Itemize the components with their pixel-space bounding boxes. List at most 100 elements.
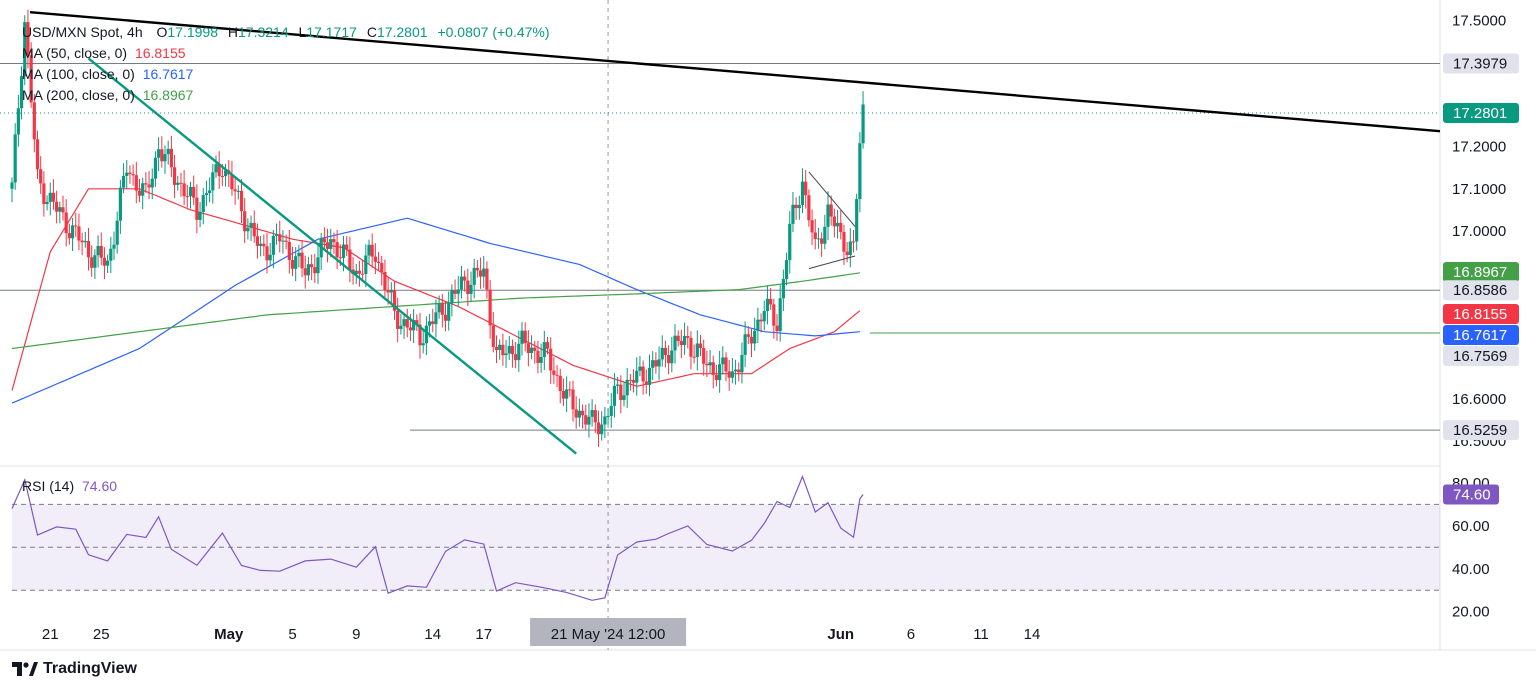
candle-body [335,242,339,258]
legend-row-ma200[interactable]: MA (200, close, 0) 16.8967 [22,85,193,105]
candle-body [32,102,36,140]
legend-row-symbol: USD/MXN Spot, 4h O17.1998 H17.3214 L17.1… [22,22,550,42]
time-axis[interactable]: 2125May59141726Jun6111421 May '24 12:00 [42,618,1040,646]
price-label-box-hline [1443,420,1519,441]
ma200-value: 16.8967 [142,87,194,103]
candle-body [593,410,597,423]
candle-body [657,359,661,367]
candle-body [294,256,298,269]
candle-body [590,410,594,417]
candle-body [42,183,46,204]
candle-body [724,357,728,372]
candle-body [322,238,326,243]
candle-body [580,410,585,416]
candle-body [121,175,126,188]
tradingview-logo-icon [12,662,38,676]
price-label-ma200: 16.8967 [1453,264,1507,281]
candle-body [290,259,295,269]
candle-body [48,192,52,202]
candle-body [223,170,228,177]
candle-body [721,357,725,365]
candle-body [39,169,43,184]
price-label-box-ma200 [1443,262,1519,282]
candle-body [61,207,65,213]
candle-body [456,289,460,294]
candle-body [794,204,798,209]
candle-body [389,290,393,293]
legend-row-ma100[interactable]: MA (100, close, 0) 16.7617 [22,64,193,84]
candle-body [402,319,406,326]
candle-body [412,320,416,331]
candle-body [616,384,620,386]
open-label: O [156,24,168,40]
legend-row-rsi[interactable]: RSI (14) 74.60 [22,476,117,496]
candle-body [835,222,840,227]
candle-body [118,187,122,221]
candle-body [204,193,209,196]
candle-body [482,268,486,277]
candle-body [364,255,368,274]
candle-body [106,260,110,266]
candle-body [137,190,142,196]
candle-body [239,190,244,212]
candle-body [647,367,652,385]
price-label-ma100: 16.7617 [1453,327,1507,344]
tradingview-logo-text: TradingView [43,660,137,677]
candle-body [644,381,648,385]
candle-body [316,257,320,274]
time-tick-label: 17 [475,626,492,643]
candle-body [440,303,444,315]
legend-row-ma50[interactable]: MA (50, close, 0) 16.8155 [22,43,186,63]
price-label-box-ma50 [1443,304,1519,324]
candle-body [262,243,266,247]
candle-body [329,239,333,249]
ma50-label: MA (50, close, 0) [22,45,128,61]
candle-body [163,154,167,162]
candle-body [855,199,859,242]
candle-body [437,303,441,313]
candle-body [558,375,562,391]
candle-body [80,240,84,243]
candle-body [86,241,91,258]
candle-body [660,347,664,360]
candle-body [804,181,808,196]
candle-body [749,336,754,344]
candle-body [35,139,40,170]
drawn-trendlines[interactable] [29,11,1441,455]
candle-body [829,204,833,217]
grid [0,0,1536,651]
change-value: +0.0807 (+0.47%) [437,24,550,40]
candle-body [271,235,275,255]
candle-body [281,240,285,242]
candle-body [447,303,451,321]
time-tick-label: 14 [424,626,441,643]
candle-body [357,270,362,274]
price-label-hline: 17.3979 [1453,56,1507,73]
symbol-title[interactable]: USD/MXN Spot, 4h [22,24,143,40]
candle-body [529,347,534,354]
candle-body [185,196,189,198]
price-label-hline: 16.8586 [1453,282,1507,299]
candle-body [523,330,527,344]
candle-body [109,248,113,261]
tradingview-logo[interactable]: TradingView [12,660,137,678]
candle-body [233,189,237,192]
candle-body [421,343,425,346]
price-axis[interactable]: 17.500017.200017.100017.000016.600016.50… [1443,13,1519,621]
price-label-hline: 16.5259 [1453,422,1507,439]
candle-body [469,284,473,294]
candle-body [300,252,304,269]
candle-body [628,379,632,381]
candle-body [217,164,221,177]
candle-body [784,260,789,280]
candle-body [341,244,346,258]
candle-body [176,182,180,185]
candle-body [259,243,263,246]
rsi-value-box [1443,484,1499,505]
rsi-value-label: 74.60 [1453,486,1491,503]
candle-body [565,389,569,399]
candle-body [214,164,218,173]
candle-body [807,195,811,221]
candle-body [246,227,250,232]
price-label-last: 17.2801 [1453,105,1507,122]
